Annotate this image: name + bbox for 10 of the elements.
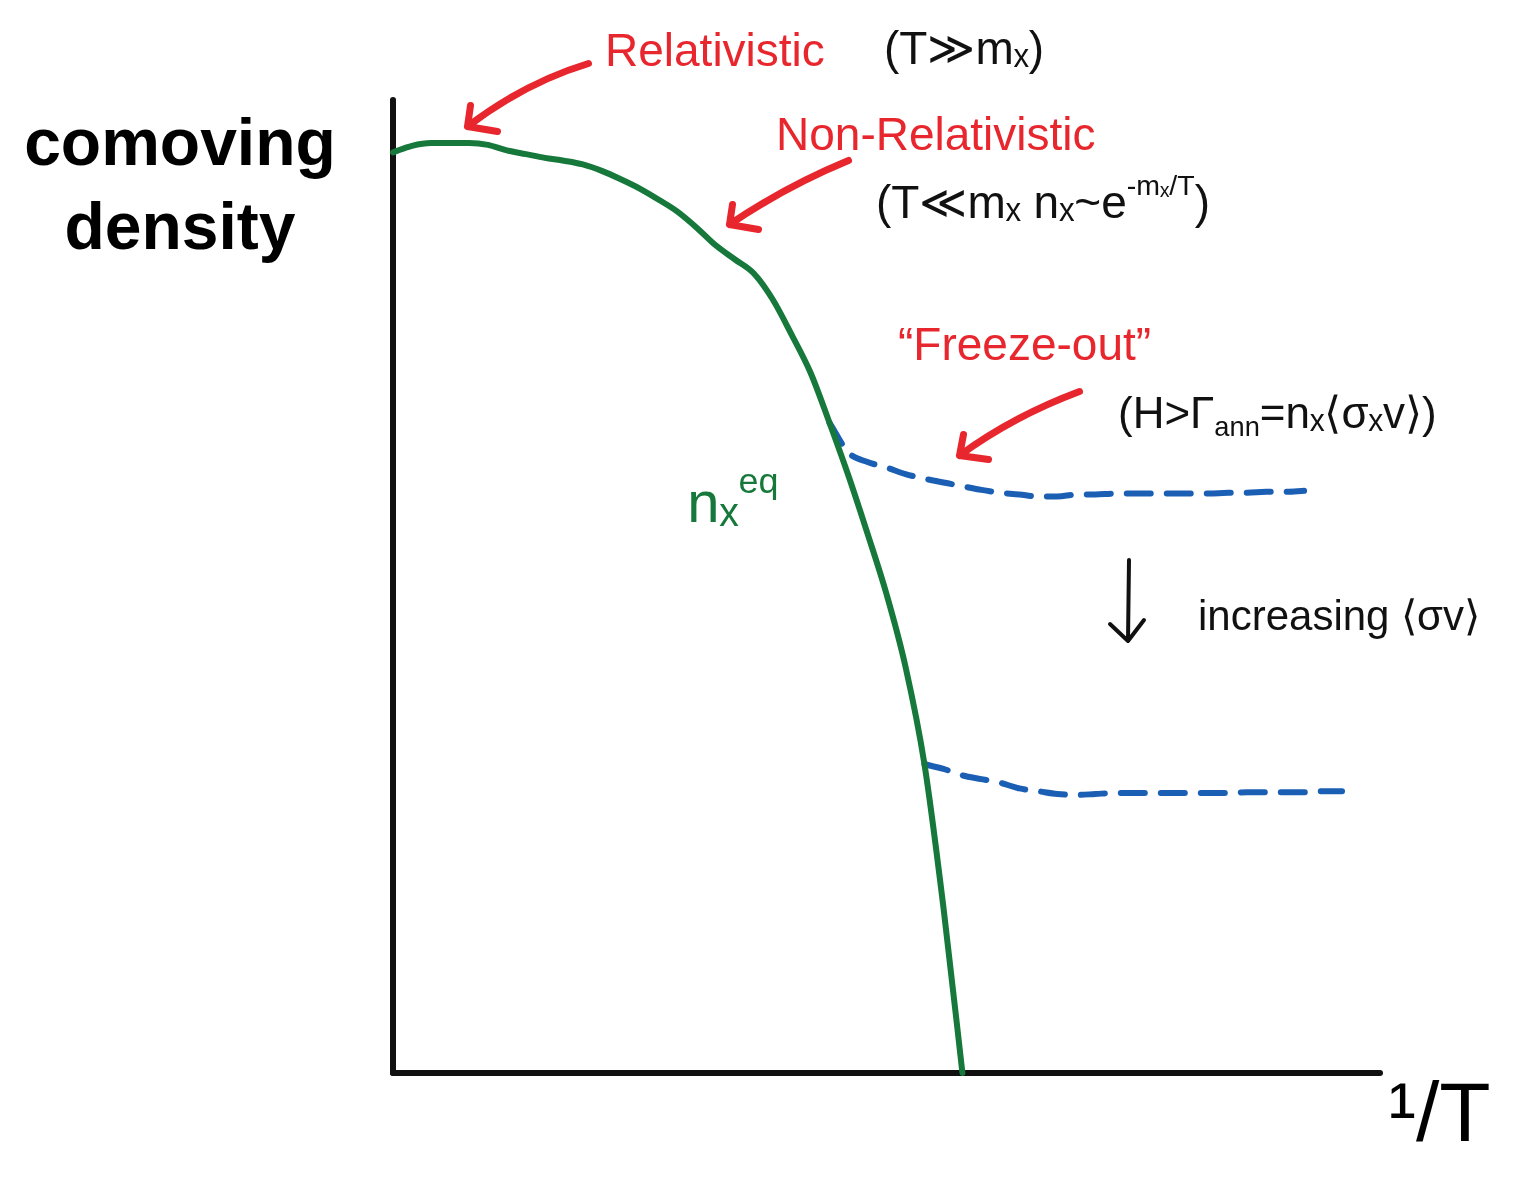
annotation: Non-Relativistic <box>776 108 1096 161</box>
annotation: (H>Γ$_{ann}$=nₓ⟨σₓv⟩) <box>1118 388 1437 443</box>
annotation: (T≪mₓ nₓ~e$^{-mₓ/T}$) <box>876 169 1211 229</box>
annotation: “Freeze-out” <box>898 318 1152 371</box>
annotation: increasing ⟨σv⟩ <box>1198 592 1481 641</box>
y-axis-title: comoving density <box>23 104 337 265</box>
text: (T≫mₓ) <box>884 22 1045 75</box>
series-label: nₓ$^{eq}$ <box>687 459 779 536</box>
text: Relativistic <box>605 24 825 77</box>
x-axis-title: ¹/T <box>1388 1065 1491 1159</box>
